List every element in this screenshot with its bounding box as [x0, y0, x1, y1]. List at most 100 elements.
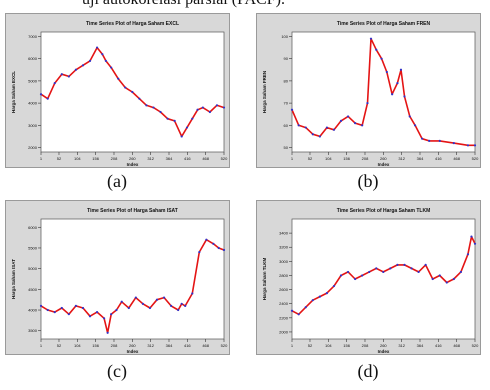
- data-point: [46, 97, 49, 100]
- x-tick-label: 104: [74, 156, 81, 161]
- data-point: [396, 263, 399, 266]
- y-tick-label: 7000: [28, 34, 38, 39]
- x-tick-label: 208: [111, 156, 118, 161]
- caption-c: (c): [107, 361, 127, 381]
- header-text: uji autokorelasi parsial (PACF).: [82, 0, 285, 9]
- data-point: [205, 238, 208, 241]
- data-point: [332, 284, 336, 288]
- data-point: [385, 70, 388, 74]
- y-tick-label: 2400: [279, 301, 289, 306]
- data-point: [304, 126, 307, 129]
- x-tick-label: 208: [111, 343, 118, 348]
- data-point: [473, 144, 477, 147]
- data-point: [162, 296, 166, 299]
- data-point: [354, 122, 357, 125]
- data-point: [184, 304, 187, 307]
- chart-title: Time Series Plot of Harga Saham ISAT: [87, 208, 178, 214]
- data-point: [53, 311, 56, 314]
- x-tick-label: 468: [453, 156, 460, 161]
- data-point: [217, 246, 220, 250]
- x-tick-label: 260: [380, 343, 387, 348]
- data-point: [318, 295, 321, 298]
- y-tick-label: 100: [281, 34, 288, 39]
- data-point: [180, 135, 183, 138]
- x-tick-label: 260: [380, 156, 387, 161]
- data-point: [421, 137, 424, 140]
- chart-panel-d: Time Series Plot of Harga Saham TLKM Inde…: [256, 200, 481, 355]
- data-point: [466, 144, 470, 147]
- data-point: [115, 308, 118, 312]
- x-tick-label: 104: [74, 343, 81, 348]
- data-point: [304, 306, 307, 309]
- x-tick-label: 520: [472, 343, 479, 348]
- data-point: [389, 267, 392, 270]
- data-point: [101, 53, 104, 56]
- chart-title: Time Series Plot of Harga Saham TLKM: [337, 208, 431, 214]
- chart-panel-c: Time Series Plot of Harga Saham ISAT Inde…: [5, 200, 230, 355]
- data-point: [297, 313, 300, 316]
- data-point: [332, 128, 336, 131]
- data-point: [145, 104, 148, 107]
- data-point: [368, 270, 371, 274]
- data-point: [438, 274, 441, 277]
- data-point: [53, 82, 56, 85]
- data-point: [473, 242, 477, 245]
- data-point: [127, 306, 130, 310]
- x-tick-label: 52: [57, 156, 62, 161]
- x-tick-label: 156: [343, 156, 350, 161]
- data-point: [417, 270, 420, 274]
- data-point: [466, 253, 470, 256]
- data-point: [215, 104, 219, 107]
- x-axis-label: Index: [378, 162, 390, 167]
- data-point: [311, 299, 314, 302]
- x-axis-label: Index: [127, 162, 139, 167]
- x-tick-label: 156: [92, 343, 99, 348]
- data-point: [159, 110, 162, 114]
- data-point: [325, 126, 329, 129]
- y-tick-label: 2200: [279, 315, 289, 320]
- plot-area: [291, 31, 476, 153]
- data-point: [431, 277, 434, 281]
- data-point: [177, 308, 180, 312]
- data-point: [104, 59, 107, 62]
- data-point: [366, 102, 369, 105]
- data-point: [67, 75, 70, 78]
- data-point: [452, 142, 455, 145]
- x-tick-label: 1: [291, 156, 294, 161]
- chart-title: Time Series Plot of Harga Saham EXCL: [86, 21, 179, 27]
- data-point: [403, 95, 406, 98]
- x-tick-label: 312: [398, 156, 405, 161]
- data-point: [60, 73, 63, 76]
- y-tick-label: 5500: [28, 245, 38, 250]
- x-tick-label: 364: [417, 343, 424, 348]
- y-axis-label: Harga Saham FREN: [262, 71, 267, 113]
- data-point: [39, 93, 43, 96]
- x-tick-label: 52: [57, 343, 62, 348]
- data-point: [103, 317, 106, 320]
- x-tick-label: 468: [202, 156, 209, 161]
- y-tick-label: 2600: [279, 287, 289, 292]
- y-tick-label: 2800: [279, 273, 289, 278]
- data-point: [413, 124, 417, 127]
- data-point: [375, 267, 378, 270]
- data-point: [148, 306, 152, 310]
- x-tick-label: 52: [308, 343, 313, 348]
- y-tick-label: 2000: [28, 145, 38, 150]
- x-tick-label: 520: [472, 156, 479, 161]
- data-point: [346, 270, 350, 274]
- x-tick-label: 364: [166, 343, 173, 348]
- data-point: [39, 304, 43, 307]
- data-point: [222, 106, 226, 109]
- x-tick-label: 156: [343, 343, 350, 348]
- series-line: [291, 37, 475, 147]
- data-point: [173, 119, 176, 122]
- x-axis-label: Index: [127, 349, 139, 354]
- caption-d: (d): [357, 361, 379, 381]
- x-tick-label: 156: [92, 156, 99, 161]
- x-tick-label: 416: [435, 156, 442, 161]
- caption-b: (b): [357, 171, 379, 191]
- data-point: [74, 304, 78, 307]
- y-tick-label: 3500: [28, 328, 38, 333]
- data-point: [191, 117, 194, 120]
- series-line: [291, 235, 476, 316]
